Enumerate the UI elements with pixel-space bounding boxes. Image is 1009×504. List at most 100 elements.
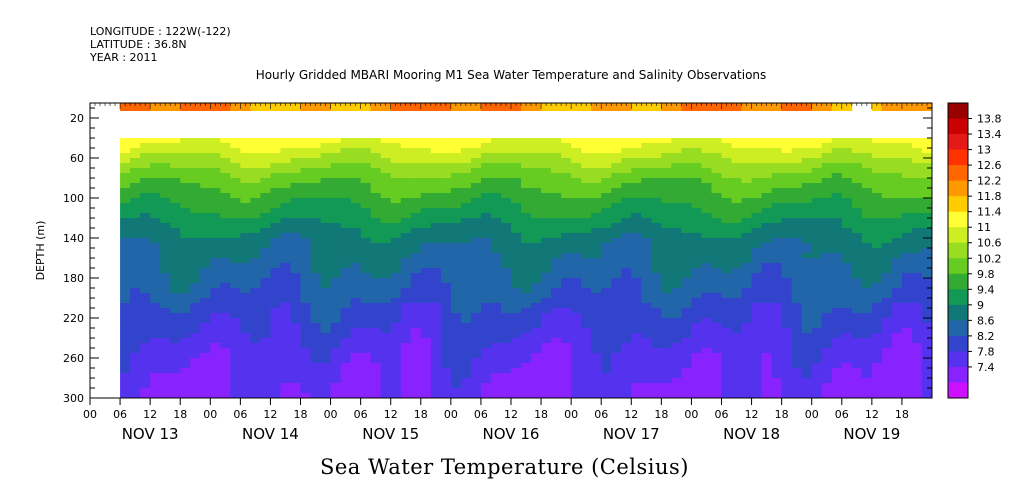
heatmap-cell (871, 243, 883, 249)
heatmap-cell (310, 388, 322, 394)
heatmap-cell (400, 358, 412, 364)
heatmap-cell (400, 253, 412, 259)
heatmap-cell (511, 308, 522, 314)
heatmap-cell (360, 198, 372, 204)
heatmap-cell (220, 168, 231, 174)
heatmap-cell (380, 223, 392, 229)
heatmap-cell (130, 363, 141, 369)
heatmap-cell (701, 213, 712, 219)
heatmap-cell (521, 163, 532, 169)
heatmap-cell (911, 373, 923, 379)
heatmap-cell (160, 238, 171, 244)
heatmap-cell (450, 238, 462, 244)
heatmap-cell (611, 288, 622, 294)
heatmap-cell (160, 293, 171, 299)
heatmap-cell (671, 143, 682, 149)
heatmap-cell (330, 188, 342, 194)
heatmap-cell (130, 153, 141, 159)
heatmap-cell (280, 368, 291, 374)
heatmap-cell (300, 198, 312, 204)
heatmap-cell (851, 363, 863, 369)
heatmap-cell (400, 373, 412, 379)
heatmap-cell (901, 173, 913, 179)
heatmap-cell (230, 153, 241, 159)
heatmap-cell (771, 323, 783, 329)
heatmap-cell (240, 258, 251, 264)
heatmap-cell (250, 393, 261, 399)
heatmap-cell (921, 228, 933, 234)
heatmap-cell (150, 193, 161, 199)
heatmap-cell (380, 368, 392, 374)
heatmap-cell (160, 198, 171, 204)
heatmap-cell (511, 293, 522, 299)
heatmap-cell (901, 363, 913, 369)
heatmap-cell (160, 153, 171, 159)
heatmap-cell (140, 148, 151, 154)
heatmap-cell (511, 358, 522, 364)
heatmap-cell (761, 323, 773, 329)
heatmap-cell (420, 348, 432, 354)
heatmap-cell (921, 373, 933, 379)
heatmap-cell (571, 373, 582, 379)
heatmap-cell (581, 393, 592, 399)
heatmap-cell (541, 148, 552, 154)
heatmap-cell (851, 283, 863, 289)
heatmap-cell (551, 378, 562, 384)
heatmap-cell (641, 248, 652, 254)
heatmap-cell (571, 393, 582, 399)
heatmap-cell (290, 388, 301, 394)
heatmap-cell (851, 383, 863, 389)
heatmap-cell (370, 153, 382, 159)
heatmap-cell (260, 313, 271, 319)
heatmap-cell (330, 193, 342, 199)
heatmap-cell (210, 298, 221, 304)
heatmap-cell (831, 138, 843, 144)
heatmap-cell (871, 378, 883, 384)
heatmap-cell (320, 228, 332, 234)
heatmap-cell (210, 313, 221, 319)
heatmap-cell (821, 288, 833, 294)
x-tick-label: 06 (474, 408, 488, 421)
heatmap-cell (440, 273, 452, 279)
heatmap-cell (420, 288, 432, 294)
heatmap-cell (250, 363, 261, 369)
heatmap-cell (130, 168, 141, 174)
heatmap-cell (541, 168, 552, 174)
heatmap-cell (260, 168, 271, 174)
heatmap-cell (460, 363, 472, 369)
heatmap-cell (631, 183, 642, 189)
heatmap-cell (310, 288, 322, 294)
heatmap-cell (731, 393, 743, 399)
heatmap-cell (230, 178, 241, 184)
surface-band-cell (831, 103, 843, 111)
year-label: YEAR : 2011 (90, 51, 158, 64)
heatmap-cell (190, 188, 201, 194)
heatmap-cell (320, 293, 332, 299)
heatmap-cell (280, 393, 291, 399)
heatmap-cell (601, 343, 612, 349)
heatmap-cell (450, 228, 462, 234)
heatmap-cell (911, 313, 923, 319)
heatmap-cell (801, 393, 813, 399)
heatmap-cell (631, 278, 642, 284)
heatmap-cell (891, 363, 903, 369)
heatmap-cell (330, 203, 342, 209)
heatmap-cell (390, 388, 402, 394)
heatmap-cell (390, 198, 402, 204)
heatmap-cell (741, 163, 753, 169)
heatmap-cell (280, 198, 291, 204)
heatmap-cell (220, 203, 231, 209)
heatmap-cell (490, 308, 502, 314)
heatmap-cell (841, 263, 853, 269)
heatmap-cell (490, 138, 502, 144)
heatmap-cell (721, 323, 733, 329)
heatmap-cell (140, 248, 151, 254)
heatmap-cell (280, 333, 291, 339)
heatmap-cell (170, 138, 181, 144)
heatmap-cell (150, 213, 161, 219)
heatmap-cell (731, 298, 743, 304)
heatmap-cell (571, 328, 582, 334)
heatmap-cell (821, 193, 833, 199)
heatmap-cell (410, 383, 422, 389)
heatmap-cell (891, 178, 903, 184)
